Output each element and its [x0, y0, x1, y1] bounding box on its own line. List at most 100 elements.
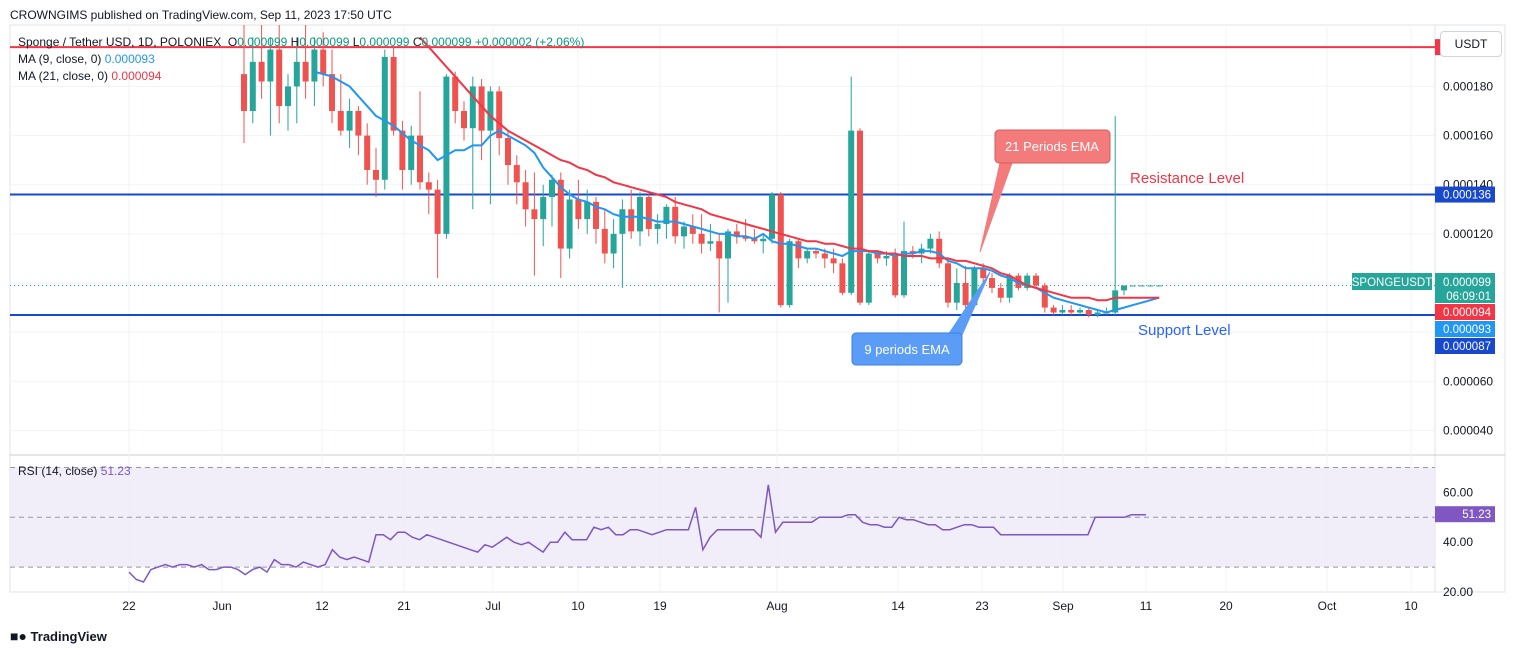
rsi-tick-label: 40.00 — [1443, 535, 1473, 549]
candle-body — [241, 74, 247, 111]
candle-body — [1033, 275, 1039, 286]
candle-body — [593, 201, 599, 229]
candle-body — [698, 233, 705, 244]
tradingview-icon: ■● — [10, 628, 27, 644]
last-price-badge: 0.000099 — [1443, 277, 1491, 289]
y-tick-label: 0.000120 — [1443, 227, 1493, 241]
candle-body — [434, 189, 441, 234]
x-tick-label: 10 — [571, 599, 585, 613]
badge-rsi-bg — [1435, 506, 1495, 523]
support-annotation: Support Level — [1138, 322, 1231, 339]
x-tick-label: Jun — [212, 599, 231, 613]
badge-support: 0.000087 — [1443, 341, 1491, 353]
tradingview-brand: TradingView — [30, 629, 107, 644]
candle-body — [522, 182, 529, 210]
symbol-tag: SPONGEUSDT — [1352, 277, 1433, 289]
candle-body — [962, 283, 969, 306]
close-value: 0.000099 — [421, 35, 472, 49]
x-tick-label: 11 — [1140, 599, 1153, 613]
candle-body — [1085, 310, 1092, 315]
last-price-badge-bg — [1435, 273, 1495, 303]
high-value: 0.000099 — [299, 35, 350, 49]
candle-body — [742, 236, 749, 239]
candle-body — [637, 197, 643, 232]
moving-averages — [314, 36, 1160, 314]
candle-body — [1094, 312, 1101, 315]
candle-body — [1024, 275, 1031, 288]
candle-body — [751, 238, 758, 242]
annotations: Resistance Level Support Level 21 Periods … — [851, 129, 1244, 366]
ma9-label: MA (9, close, 0) — [18, 52, 102, 66]
x-tick-label: Aug — [766, 599, 787, 613]
tradingview-logo[interactable]: ■● TradingView — [10, 628, 107, 644]
candle-body — [892, 255, 899, 296]
candle-body — [373, 169, 379, 180]
x-tick-label: 19 — [653, 599, 667, 613]
rsi-tick-label: 20.00 — [1443, 585, 1473, 599]
candle-body — [786, 241, 793, 306]
candle-body — [839, 263, 846, 293]
candle-body — [927, 238, 934, 249]
candle-body — [795, 241, 802, 259]
open-label: O — [227, 35, 238, 49]
candle-body — [249, 61, 256, 111]
candle-body — [540, 197, 547, 220]
candle-body — [1129, 285, 1136, 287]
ma21-label: MA (21, close, 0) — [18, 69, 109, 83]
candle-body — [1041, 285, 1048, 308]
candle-body — [1112, 290, 1119, 313]
candle-body — [346, 111, 353, 131]
ma21-legend[interactable]: MA (21, close, 0) 0.000094 — [18, 69, 161, 83]
candle-body — [549, 179, 555, 197]
candle-body — [707, 241, 714, 244]
ma21-line — [419, 36, 1160, 302]
candle-body — [302, 61, 309, 82]
ema9-callout-label: 9 periods EMA — [864, 342, 950, 357]
candle-body — [293, 61, 300, 87]
badge-resistance: 0.000136 — [1443, 190, 1491, 202]
candle-body — [452, 76, 459, 111]
candles — [241, 25, 1163, 320]
currency-button[interactable]: USDT — [1440, 31, 1502, 57]
rsi-tick-label: 60.00 — [1443, 485, 1473, 499]
candle-body — [681, 226, 687, 237]
horizontal-levels — [10, 46, 1435, 316]
candle-body — [566, 199, 573, 249]
candle-body — [355, 111, 362, 136]
axes: 22 Jun 12 21 Jul 10 19 Aug 14 23 Sep 11 20 Oct 10 0.000… — [122, 79, 1493, 613]
ema9-callout-box — [851, 332, 963, 366]
x-tick-label: 20 — [1219, 599, 1233, 613]
candle-body — [813, 251, 819, 254]
x-tick-label: Oct — [1318, 599, 1337, 613]
candle-body — [557, 179, 564, 249]
candle-body — [883, 255, 890, 259]
ma9-value: 0.000093 — [104, 52, 155, 66]
candle-body — [1156, 285, 1163, 287]
candle-body — [531, 209, 538, 220]
rsi-line — [128, 484, 1146, 583]
candle-body — [865, 253, 872, 303]
candle-body — [337, 111, 344, 131]
badge-support-bg — [1435, 338, 1495, 354]
candle-body — [381, 56, 388, 180]
candle-body — [663, 206, 670, 225]
candle-body — [804, 251, 811, 259]
badge-ma9: 0.000093 — [1443, 324, 1491, 336]
rsi-legend[interactable]: RSI (14, close) 51.23 — [18, 464, 131, 478]
candle-body — [390, 56, 397, 131]
candle-body — [980, 268, 987, 279]
ma9-legend[interactable]: MA (9, close, 0) 0.000093 — [18, 52, 155, 66]
badge-ma21-bg — [1435, 304, 1495, 320]
x-tick-label: Jul — [485, 599, 500, 613]
countdown-badge: 06:09:01 — [1446, 291, 1491, 303]
candle-body — [461, 111, 467, 129]
candle-body — [417, 135, 423, 183]
ema21-callout-box — [994, 129, 1111, 164]
close-label: C — [412, 35, 422, 49]
x-tick-label: 22 — [122, 599, 136, 613]
candle-body — [329, 74, 335, 111]
candle-body — [733, 231, 740, 237]
y-tick-label: 0.000160 — [1443, 129, 1493, 143]
ma21-value: 0.000094 — [111, 69, 162, 83]
